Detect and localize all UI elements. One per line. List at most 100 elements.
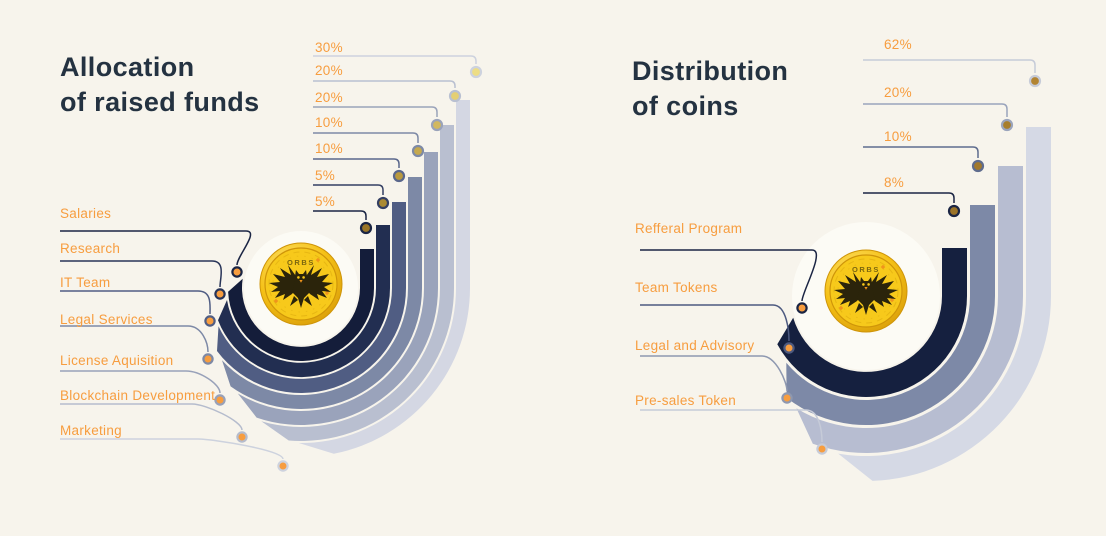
percent-leader-pre-sales-token: [863, 59, 1036, 73]
category-dot-research: [214, 288, 226, 300]
category-dot-legal-services: [202, 353, 214, 365]
category-leader-team-tokens: [640, 304, 790, 342]
category-label-legal-and-advisory: Legal and Advisory: [635, 338, 754, 353]
category-label-legal-services: Legal Services: [60, 312, 153, 327]
distribution-title-line2: of coins: [632, 91, 739, 121]
owl-tail-feather: [869, 303, 877, 313]
category-leader-license-aquisition: [60, 370, 221, 394]
category-label-salaries: Salaries: [60, 206, 111, 221]
category-dot-team-tokens: [783, 342, 795, 354]
ring-refferal-program: [777, 248, 967, 397]
ring-pre-sales-token: [838, 127, 1051, 481]
category-leader-marketing: [60, 438, 284, 460]
owl-left-wing: [269, 265, 298, 300]
distribution-title: Distribution of coins: [632, 54, 788, 124]
percent-leader-team-tokens: [863, 146, 979, 158]
category-label-refferal-program: Refferal Program: [635, 221, 742, 236]
owl-emblem: [269, 265, 333, 308]
percent-leader-legal-and-advisory: [863, 103, 1008, 117]
allocation-title-line1: Allocation: [60, 52, 195, 82]
category-leader-legal-and-advisory: [640, 355, 788, 392]
percent-label-legal-services: 10%: [315, 115, 343, 130]
category-label-pre-sales-token: Pre-sales Token: [635, 393, 736, 408]
distribution-chart-graphic: Refferal Program Team Tokens Legal and Adv…: [635, 37, 1051, 481]
category-dot-salaries: [231, 266, 243, 278]
percent-leader-it-team: [313, 158, 400, 168]
owl-tail-feather: [290, 296, 298, 306]
category-dot-license-aquisition: [214, 394, 226, 406]
allocation-title: Allocation of raised funds: [60, 50, 260, 120]
percent-dot-marketing: [469, 65, 483, 79]
owl-eye: [862, 283, 865, 286]
percent-dot-salaries: [359, 221, 373, 235]
owl-body: [292, 281, 310, 308]
percent-leader-research: [313, 184, 384, 195]
gold-coin: ORBS: [824, 249, 908, 333]
ring-team-tokens: [786, 205, 995, 426]
category-label-research: Research: [60, 241, 120, 256]
percent-label-blockchain-development: 20%: [315, 63, 343, 78]
percent-label-team-tokens: 10%: [884, 129, 912, 144]
percent-leader-license-aquisition: [313, 106, 438, 117]
category-dot-it-team: [204, 315, 216, 327]
owl-right-wing: [304, 265, 333, 300]
percent-dot-research: [376, 196, 390, 210]
category-dot-marketing: [277, 460, 289, 472]
owl-beak: [299, 280, 303, 283]
category-dot-blockchain-development: [236, 431, 248, 443]
category-leader-salaries: [60, 230, 252, 266]
gold-coin: ORBS: [259, 242, 343, 326]
ring-legal-services: [222, 177, 422, 409]
percent-label-it-team: 10%: [315, 141, 343, 156]
owl-tail-feather: [304, 296, 312, 306]
percent-leader-blockchain-development: [313, 80, 456, 88]
owl-eye: [297, 276, 300, 279]
category-label-license-aquisition: License Aquisition: [60, 353, 173, 368]
category-label-blockchain-development: Blockchain Development: [60, 388, 215, 403]
percent-dot-refferal-program: [947, 204, 961, 218]
owl-eye: [302, 276, 305, 279]
percent-leader-marketing: [313, 55, 477, 64]
allocation-chart-graphic: Salaries Research IT Team Legal Services Lic…: [60, 40, 483, 472]
coin-deco-ring: [833, 258, 899, 324]
owl-right-wing: [869, 272, 898, 307]
category-label-marketing: Marketing: [60, 423, 122, 438]
category-leader-legal-services: [60, 325, 209, 353]
owl-emblem: [834, 272, 898, 315]
coin-sparkle: [838, 305, 844, 311]
owl-beak: [864, 287, 868, 290]
percent-label-license-aquisition: 20%: [315, 90, 343, 105]
coin-sparkle: [889, 297, 895, 303]
percent-dot-team-tokens: [971, 159, 985, 173]
category-dot-pre-sales-token: [816, 443, 828, 455]
percent-label-research: 5%: [315, 168, 335, 183]
percent-dot-legal-and-advisory: [1000, 118, 1014, 132]
percent-label-marketing: 30%: [315, 40, 343, 55]
coin-text: ORBS: [287, 258, 315, 267]
category-dot-legal-and-advisory: [781, 392, 793, 404]
category-leader-refferal-program: [640, 249, 818, 302]
percent-label-refferal-program: 8%: [884, 175, 904, 190]
coin-text: ORBS: [852, 265, 880, 274]
category-label-it-team: IT Team: [60, 275, 110, 290]
category-label-team-tokens: Team Tokens: [635, 280, 718, 295]
percent-dot-pre-sales-token: [1028, 74, 1042, 88]
coin-deco-ring: [268, 251, 334, 317]
percent-leader-legal-services: [313, 132, 419, 143]
percent-dot-legal-services: [411, 144, 425, 158]
owl-left-wing: [834, 272, 863, 307]
percent-label-legal-and-advisory: 20%: [884, 85, 912, 100]
category-leader-pre-sales-token: [640, 409, 823, 443]
category-leader-research: [60, 260, 222, 288]
owl-tail-feather: [855, 303, 863, 313]
category-leader-it-team: [60, 290, 211, 315]
coin-sparkle: [880, 264, 886, 270]
percent-dot-blockchain-development: [448, 89, 462, 103]
distribution-title-line1: Distribution: [632, 56, 789, 86]
category-leader-blockchain-development: [60, 403, 243, 431]
percent-leader-salaries: [313, 210, 367, 220]
percent-leader-refferal-program: [863, 192, 955, 203]
category-dot-refferal-program: [796, 302, 808, 314]
percent-label-pre-sales-token: 62%: [884, 37, 912, 52]
